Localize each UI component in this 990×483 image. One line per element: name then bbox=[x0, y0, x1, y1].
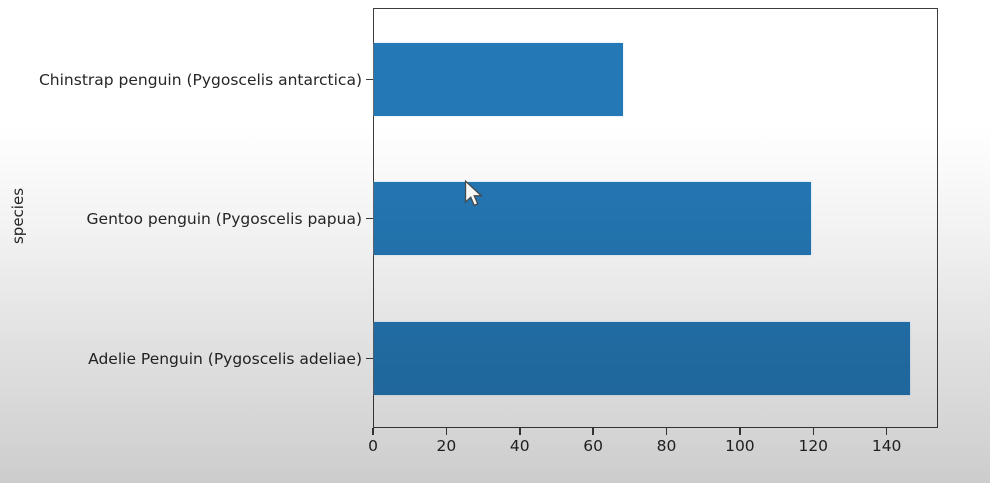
plot-area bbox=[373, 8, 938, 428]
y-tick-label-0: Chinstrap penguin (Pygoscelis antarctica… bbox=[38, 70, 362, 89]
x-tick-mark-7 bbox=[885, 428, 888, 435]
x-tick-mark-4 bbox=[665, 428, 668, 435]
x-tick-label-7: 140 bbox=[871, 437, 902, 455]
x-tick-label-3: 60 bbox=[583, 437, 603, 455]
x-tick-mark-5 bbox=[739, 428, 741, 435]
x-tick-mark-3 bbox=[592, 428, 594, 435]
x-tick-mark-2 bbox=[519, 428, 521, 435]
y-tick-label-2: Adelie Penguin (Pygoscelis adeliae) bbox=[88, 349, 362, 368]
y-tick-mark-1 bbox=[366, 217, 373, 220]
x-tick-mark-6 bbox=[812, 428, 814, 435]
x-tick-mark-1 bbox=[445, 428, 448, 435]
x-tick-mark-0 bbox=[372, 428, 374, 435]
y-tick-mark-0 bbox=[366, 78, 373, 81]
x-tick-label-2: 40 bbox=[509, 437, 530, 455]
y-tick-label-1: Gentoo penguin (Pygoscelis papua) bbox=[86, 209, 362, 228]
bar-0 bbox=[374, 42, 623, 116]
x-tick-label-4: 80 bbox=[656, 437, 677, 455]
x-tick-label-6: 120 bbox=[798, 437, 829, 455]
bar-1 bbox=[374, 181, 811, 255]
mouse-cursor-icon bbox=[464, 180, 483, 207]
x-tick-label-0: 0 bbox=[368, 437, 378, 455]
x-tick-label-5: 100 bbox=[725, 437, 755, 455]
bar-2 bbox=[374, 321, 910, 395]
y-tick-mark-2 bbox=[366, 357, 373, 360]
x-tick-label-1: 20 bbox=[436, 437, 457, 455]
